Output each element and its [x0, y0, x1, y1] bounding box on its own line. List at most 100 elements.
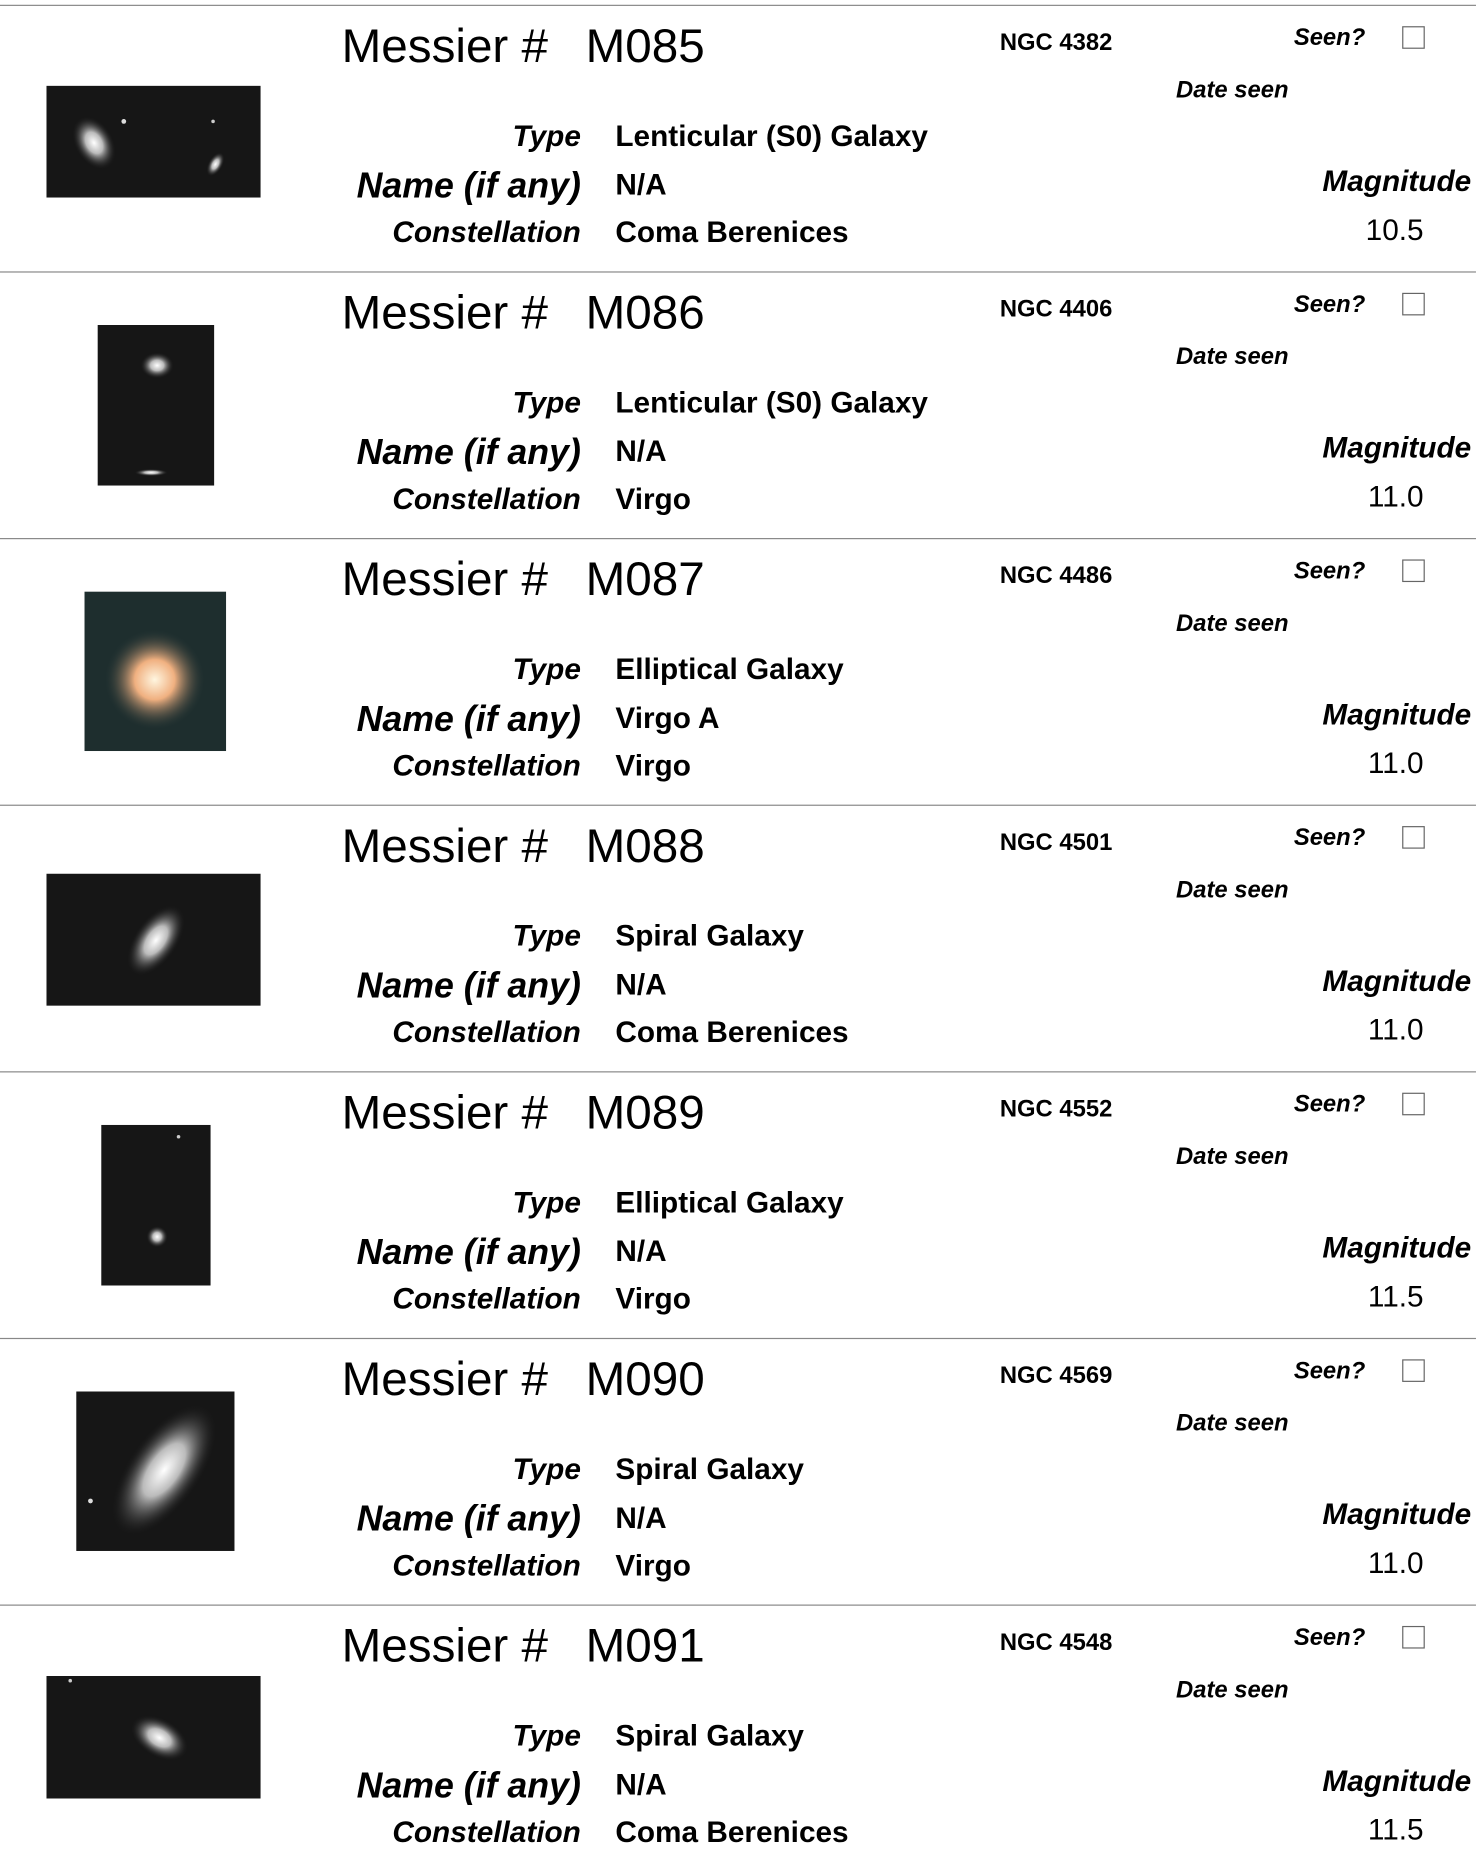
date-seen-label: Date seen: [1176, 343, 1289, 371]
date-seen-label: Date seen: [1176, 1677, 1289, 1704]
object-photo: [101, 1124, 211, 1286]
type-value: Spiral Galaxy: [615, 1452, 804, 1487]
ngc-number: NGC 4552: [999, 1096, 1113, 1123]
type-label: Type: [512, 652, 581, 687]
seen-checkbox[interactable]: [1402, 1625, 1425, 1649]
messier-number: M085: [585, 20, 705, 73]
seen-label: Seen?: [1293, 1358, 1366, 1385]
type-value: Spiral Galaxy: [615, 919, 804, 953]
messier-label: Messier #: [341, 1086, 549, 1140]
date-seen-label: Date seen: [1176, 77, 1289, 104]
messier-label: Messier #: [341, 1619, 549, 1673]
seen-checkbox[interactable]: [1402, 26, 1425, 49]
seen-checkbox[interactable]: [1402, 1092, 1425, 1116]
name-value: N/A: [615, 968, 667, 1002]
constellation-value: Virgo: [615, 1549, 691, 1583]
name-value: N/A: [615, 168, 667, 202]
name-value: N/A: [615, 1768, 667, 1802]
entry-row: Messier # M086 NGC 4406 Seen? Date seen Type L…: [0, 271, 1476, 539]
magnitude-value: 11.5: [1367, 1280, 1424, 1314]
name-value: N/A: [615, 1501, 667, 1535]
constellation-value: Virgo: [615, 482, 691, 516]
magnitude-label: Magnitude: [1322, 1231, 1472, 1265]
name-value: Virgo A: [615, 701, 720, 736]
ngc-number: NGC 4406: [999, 296, 1113, 323]
name-value: N/A: [615, 435, 667, 469]
messier-label: Messier #: [341, 1353, 549, 1406]
seen-checkbox[interactable]: [1402, 1359, 1425, 1382]
type-label: Type: [512, 1186, 581, 1220]
type-label: Type: [512, 386, 581, 420]
constellation-value: Virgo: [615, 1282, 691, 1316]
object-photo: [76, 1391, 235, 1551]
constellation-value: Virgo: [615, 749, 691, 783]
entry-row: Messier # M090 NGC 4569 Seen? Date seen Type S…: [0, 1337, 1476, 1606]
seen-label: Seen?: [1293, 558, 1366, 585]
date-seen-label: Date seen: [1176, 877, 1289, 904]
object-photo: [46, 873, 261, 1006]
seen-label: Seen?: [1293, 24, 1366, 52]
type-label: Type: [512, 919, 581, 953]
constellation-label: Constellation: [392, 1015, 581, 1050]
constellation-value: Coma Berenices: [615, 216, 849, 250]
type-value: Lenticular (S0) Galaxy: [615, 386, 928, 420]
type-value: Elliptical Galaxy: [615, 652, 844, 687]
type-value: Lenticular (S0) Galaxy: [615, 119, 928, 153]
entry-row: Messier # M087 NGC 4486 Seen? Date seen Type E…: [0, 538, 1476, 806]
messier-number: M086: [585, 286, 705, 340]
magnitude-label: Magnitude: [1322, 164, 1472, 199]
type-value: Spiral Galaxy: [615, 1719, 804, 1753]
magnitude-label: Magnitude: [1322, 698, 1472, 732]
constellation-label: Constellation: [392, 1549, 581, 1583]
seen-label: Seen?: [1293, 1091, 1366, 1118]
messier-number: M087: [585, 553, 705, 606]
constellation-label: Constellation: [392, 749, 581, 783]
entry-row: Messier # M089 NGC 4552 Seen? Date seen Type E…: [0, 1071, 1476, 1339]
constellation-value: Coma Berenices: [615, 1815, 849, 1850]
name-label: Name (if any): [356, 166, 581, 206]
object-photo: [84, 591, 227, 752]
ngc-number: NGC 4548: [999, 1629, 1113, 1656]
type-label: Type: [512, 1719, 581, 1753]
name-label: Name (if any): [356, 433, 581, 473]
seen-label: Seen?: [1293, 824, 1366, 852]
magnitude-label: Magnitude: [1322, 964, 1472, 999]
object-photo: [97, 324, 215, 486]
magnitude-value: 11.0: [1367, 480, 1424, 514]
magnitude-value: 11.0: [1367, 1546, 1424, 1581]
date-seen-label: Date seen: [1176, 1143, 1289, 1171]
date-seen-label: Date seen: [1176, 1410, 1289, 1437]
seen-checkbox[interactable]: [1402, 559, 1425, 583]
entry-row: Messier # M091 NGC 4548 Seen? Date seen Type S…: [0, 1604, 1476, 1872]
magnitude-label: Magnitude: [1322, 1764, 1472, 1798]
constellation-label: Constellation: [392, 482, 581, 516]
constellation-label: Constellation: [392, 216, 581, 250]
entry-row: Messier # M088 NGC 4501 Seen? Date seen Type S…: [0, 804, 1476, 1073]
name-label: Name (if any): [356, 966, 581, 1006]
ngc-number: NGC 4501: [999, 829, 1113, 856]
messier-label: Messier #: [341, 553, 549, 606]
seen-checkbox[interactable]: [1402, 292, 1425, 316]
messier-number: M088: [585, 820, 705, 873]
magnitude-value: 11.5: [1367, 1813, 1424, 1847]
magnitude-value: 10.5: [1365, 213, 1424, 247]
name-value: N/A: [615, 1234, 667, 1269]
entry-row: Messier # M085 NGC 4382 Seen? Date seen Type L…: [0, 4, 1476, 273]
type-value: Elliptical Galaxy: [615, 1186, 844, 1220]
object-photo: [46, 1675, 261, 1799]
object-photo: [46, 85, 261, 198]
date-seen-label: Date seen: [1176, 610, 1289, 637]
messier-label: Messier #: [341, 286, 549, 340]
magnitude-label: Magnitude: [1322, 431, 1472, 465]
messier-label: Messier #: [341, 820, 549, 873]
constellation-label: Constellation: [392, 1282, 581, 1316]
magnitude-value: 11.0: [1367, 746, 1424, 781]
constellation-value: Coma Berenices: [615, 1015, 849, 1050]
messier-number: M089: [585, 1086, 705, 1140]
constellation-label: Constellation: [392, 1815, 581, 1850]
name-label: Name (if any): [356, 1499, 581, 1540]
magnitude-label: Magnitude: [1322, 1497, 1472, 1532]
type-label: Type: [512, 1452, 581, 1487]
seen-checkbox[interactable]: [1402, 826, 1425, 849]
